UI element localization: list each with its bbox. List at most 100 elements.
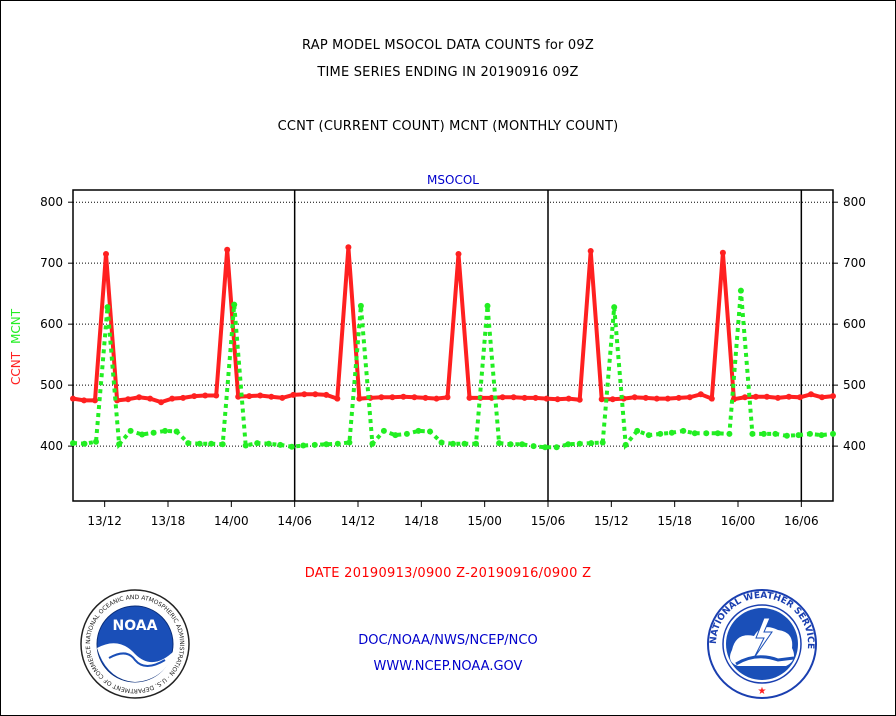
x-tick-label: 15/18 <box>657 514 692 528</box>
y-tick-label-right: 400 <box>843 439 866 453</box>
data-point-mcnt <box>196 440 203 447</box>
y-tick-label-left: 800 <box>40 195 63 209</box>
data-point-ccnt <box>819 394 825 401</box>
data-point-mcnt <box>576 440 583 447</box>
chart-title-line1: RAP MODEL MSOCOL DATA COUNTS for 09Z <box>302 38 594 53</box>
data-point-mcnt <box>496 440 503 447</box>
y-tick-label-left: 500 <box>40 378 63 392</box>
data-point-ccnt <box>609 396 616 403</box>
x-tick-label: 13/18 <box>151 514 186 528</box>
website-credit: WWW.NCEP.NOAA.GOV <box>373 659 523 674</box>
data-point-ccnt <box>576 396 583 403</box>
data-point-ccnt <box>158 399 165 406</box>
data-point-ccnt <box>136 394 143 401</box>
data-point-ccnt <box>587 248 594 254</box>
data-point-mcnt <box>611 304 618 311</box>
data-point-mcnt <box>599 439 606 446</box>
x-tick-label: 14/18 <box>404 514 439 528</box>
data-point-mcnt <box>242 442 249 449</box>
data-point-mcnt <box>645 432 652 439</box>
y-axis-label: CCNT MCNT <box>9 308 23 385</box>
data-point-ccnt <box>180 394 187 401</box>
y-tick-label-left: 700 <box>40 256 63 270</box>
noaa-logo-text: NOAA <box>113 618 158 634</box>
data-point-mcnt <box>680 427 687 434</box>
data-point-mcnt <box>703 430 710 437</box>
data-point-mcnt <box>185 440 192 447</box>
data-point-mcnt <box>657 430 664 437</box>
data-point-ccnt <box>774 394 781 401</box>
data-point-mcnt <box>807 430 813 437</box>
data-point-ccnt <box>268 393 275 400</box>
data-point-mcnt <box>427 428 433 435</box>
data-point-ccnt <box>345 244 352 251</box>
data-point-mcnt <box>507 441 514 448</box>
data-point-ccnt <box>785 393 792 400</box>
data-point-mcnt <box>622 441 629 448</box>
data-point-mcnt <box>346 439 353 446</box>
data-point-mcnt <box>818 432 825 439</box>
data-point-mcnt <box>450 440 456 447</box>
data-point-mcnt <box>380 427 387 434</box>
x-tick-label: 16/06 <box>784 514 819 528</box>
data-point-ccnt <box>378 394 385 401</box>
data-point-ccnt <box>323 391 330 398</box>
plot-area <box>72 189 834 502</box>
data-point-mcnt <box>726 430 733 437</box>
data-point-ccnt <box>389 394 396 401</box>
data-point-ccnt <box>202 392 209 399</box>
data-point-mcnt <box>116 441 123 448</box>
x-tick-label: 14/06 <box>277 514 312 528</box>
data-point-mcnt <box>208 440 215 447</box>
data-point-ccnt <box>103 251 109 257</box>
data-point-ccnt <box>808 391 814 398</box>
data-point-ccnt <box>301 391 308 398</box>
x-tick-label: 14/12 <box>341 514 376 528</box>
data-point-ccnt <box>169 395 176 402</box>
data-point-mcnt <box>254 440 261 447</box>
data-point-mcnt <box>565 441 572 448</box>
data-point-mcnt <box>369 440 376 447</box>
data-point-ccnt <box>224 246 231 253</box>
data-point-mcnt <box>737 287 744 294</box>
data-point-mcnt <box>219 441 226 448</box>
chart-title-line2: TIME SERIES ENDING IN 20190916 09Z <box>317 65 579 80</box>
data-point-ccnt <box>763 393 770 400</box>
x-tick-label: 16/00 <box>721 514 756 528</box>
data-point-mcnt <box>357 302 364 309</box>
org-credit: DOC/NOAA/NWS/NCEP/NCO <box>358 633 538 648</box>
data-point-ccnt <box>752 393 759 400</box>
data-point-ccnt <box>631 394 638 401</box>
data-point-mcnt <box>415 427 422 434</box>
data-point-ccnt <box>92 397 98 404</box>
data-point-ccnt <box>81 397 87 404</box>
data-point-ccnt <box>565 395 572 402</box>
data-point-ccnt <box>554 396 561 403</box>
data-point-mcnt <box>530 443 537 450</box>
data-point-mcnt <box>311 441 318 448</box>
data-point-ccnt <box>444 394 451 401</box>
data-point-ccnt <box>466 394 473 401</box>
data-point-ccnt <box>653 395 660 402</box>
data-point-mcnt <box>403 430 410 437</box>
data-point-ccnt <box>708 395 715 402</box>
data-point-mcnt <box>830 430 836 437</box>
y-tick-label-right: 600 <box>843 317 866 331</box>
data-point-mcnt <box>300 442 307 449</box>
data-point-ccnt <box>543 395 550 402</box>
data-point-ccnt <box>400 393 407 400</box>
data-point-mcnt <box>795 432 802 439</box>
data-point-mcnt <box>484 302 491 309</box>
data-point-ccnt <box>488 394 495 401</box>
data-point-mcnt <box>173 428 180 435</box>
data-point-mcnt <box>265 440 272 447</box>
data-point-mcnt <box>749 430 756 437</box>
data-point-ccnt <box>411 394 418 401</box>
data-point-ccnt <box>246 393 253 400</box>
data-point-mcnt <box>139 431 146 438</box>
data-point-mcnt <box>691 430 698 437</box>
data-point-ccnt <box>675 394 682 401</box>
y-tick-label-right: 700 <box>843 256 866 270</box>
data-point-mcnt <box>104 304 111 311</box>
y-axis-label-ccnt: CCNT <box>9 351 23 385</box>
